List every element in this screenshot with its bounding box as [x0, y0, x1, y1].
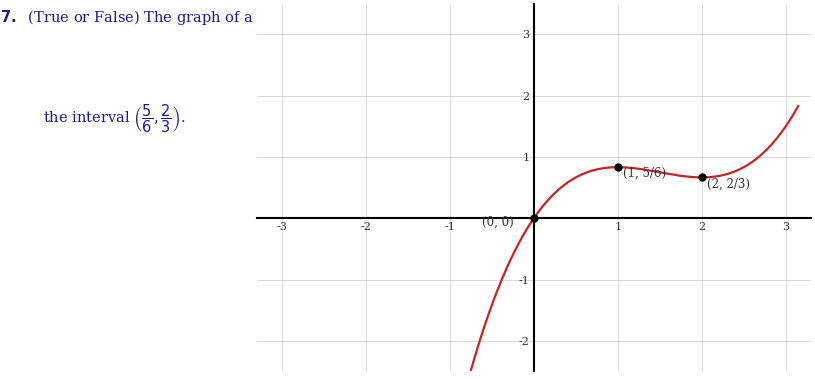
Text: (0, 0): (0, 0)	[482, 216, 513, 229]
Text: the interval $\left(\dfrac{5}{6}, \dfrac{2}{3}\right)$.: the interval $\left(\dfrac{5}{6}, \dfrac…	[43, 102, 186, 135]
Text: (2, 2/3): (2, 2/3)	[707, 178, 750, 191]
Text: $\mathbf{7.}$  (True or False) The graph of a function $f(x)$ is shown below. Th: $\mathbf{7.}$ (True or False) The graph …	[0, 8, 696, 27]
Text: (1, 5/6): (1, 5/6)	[623, 166, 666, 179]
